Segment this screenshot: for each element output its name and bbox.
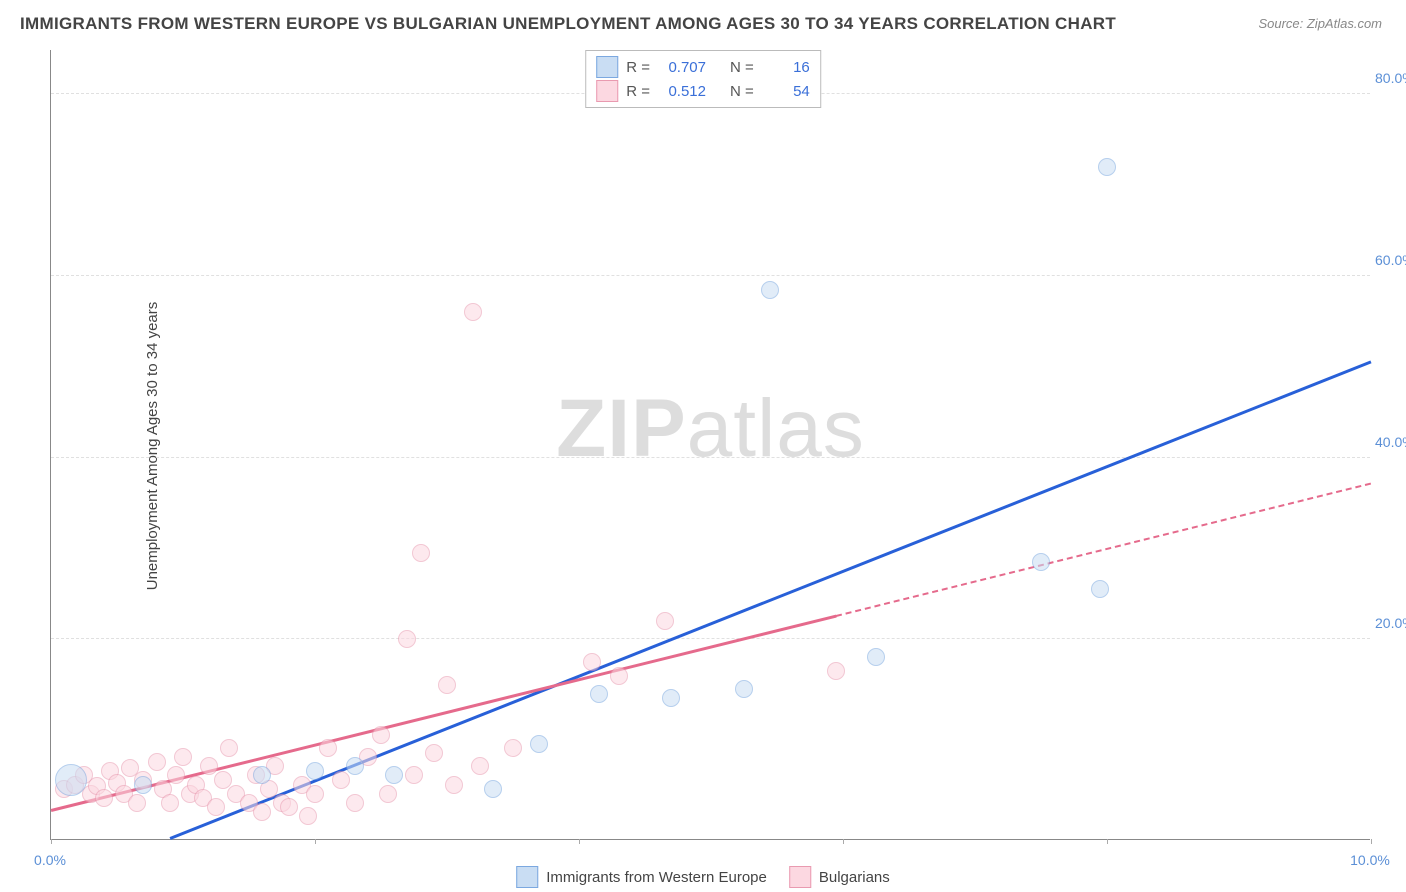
data-point (319, 739, 337, 757)
data-point (1032, 553, 1050, 571)
x-tick-mark (1371, 839, 1372, 844)
gridline (51, 275, 1370, 276)
data-point (761, 281, 779, 299)
data-point (379, 785, 397, 803)
data-point (405, 766, 423, 784)
data-point (299, 807, 317, 825)
swatch-blue (596, 56, 618, 78)
legend-item-pink: Bulgarians (789, 866, 890, 888)
y-tick-label: 60.0% (1375, 252, 1406, 268)
swatch-blue (516, 866, 538, 888)
gridline (51, 457, 1370, 458)
chart-title: IMMIGRANTS FROM WESTERN EUROPE VS BULGAR… (20, 14, 1116, 34)
data-point (128, 794, 146, 812)
data-point (134, 776, 152, 794)
data-point (471, 757, 489, 775)
legend-row-pink: R = 0.512 N = 54 (596, 79, 810, 103)
data-point (372, 726, 390, 744)
legend-item-blue: Immigrants from Western Europe (516, 866, 767, 888)
data-point (95, 789, 113, 807)
y-tick-label: 20.0% (1375, 615, 1406, 631)
data-point (55, 764, 87, 796)
data-point (306, 785, 324, 803)
source-attribution: Source: ZipAtlas.com (1258, 16, 1382, 31)
data-point (504, 739, 522, 757)
y-tick-label: 40.0% (1375, 434, 1406, 450)
data-point (735, 680, 753, 698)
x-tick-mark (843, 839, 844, 844)
gridline (51, 638, 1370, 639)
data-point (207, 798, 225, 816)
data-point (280, 798, 298, 816)
swatch-pink (596, 80, 618, 102)
data-point (1098, 158, 1116, 176)
data-point (445, 776, 463, 794)
data-point (332, 771, 350, 789)
data-point (412, 544, 430, 562)
scatter-plot-area: ZIPatlas 20.0%40.0%60.0%80.0% (50, 50, 1370, 840)
data-point (306, 762, 324, 780)
x-tick-label: 0.0% (34, 852, 66, 868)
data-point (220, 739, 238, 757)
watermark: ZIPatlas (556, 382, 865, 476)
correlation-legend: R = 0.707 N = 16 R = 0.512 N = 54 (585, 50, 821, 108)
data-point (346, 757, 364, 775)
data-point (346, 794, 364, 812)
data-point (590, 685, 608, 703)
data-point (425, 744, 443, 762)
data-point (167, 766, 185, 784)
x-tick-mark (51, 839, 52, 844)
data-point (464, 303, 482, 321)
data-point (398, 630, 416, 648)
x-tick-label: 10.0% (1350, 852, 1390, 868)
x-tick-mark (579, 839, 580, 844)
data-point (148, 753, 166, 771)
data-point (530, 735, 548, 753)
data-point (867, 648, 885, 666)
data-point (174, 748, 192, 766)
data-point (1091, 580, 1109, 598)
data-point (161, 794, 179, 812)
series-legend: Immigrants from Western Europe Bulgarian… (516, 866, 890, 888)
legend-row-blue: R = 0.707 N = 16 (596, 55, 810, 79)
data-point (484, 780, 502, 798)
data-point (662, 689, 680, 707)
data-point (610, 667, 628, 685)
data-point (438, 676, 456, 694)
y-tick-label: 80.0% (1375, 70, 1406, 86)
data-point (385, 766, 403, 784)
data-point (827, 662, 845, 680)
swatch-pink (789, 866, 811, 888)
data-point (253, 766, 271, 784)
data-point (656, 612, 674, 630)
data-point (253, 803, 271, 821)
x-tick-mark (315, 839, 316, 844)
data-point (583, 653, 601, 671)
x-tick-mark (1107, 839, 1108, 844)
